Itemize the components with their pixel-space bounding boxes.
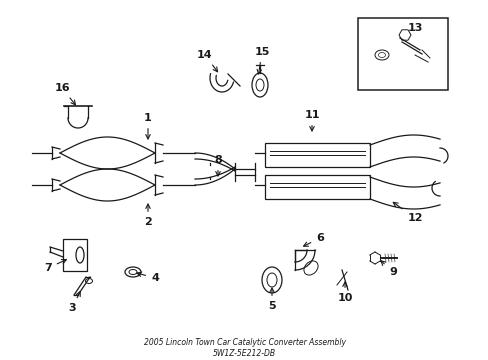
- Bar: [264, 143, 369, 167]
- Text: 5: 5: [267, 288, 275, 311]
- Text: 8: 8: [214, 155, 222, 176]
- Text: 2: 2: [144, 204, 152, 227]
- Text: 1: 1: [144, 113, 152, 139]
- Text: 6: 6: [303, 233, 323, 246]
- Text: 9: 9: [380, 261, 396, 277]
- Text: 14: 14: [197, 50, 217, 72]
- Text: 4: 4: [137, 272, 159, 283]
- Bar: [264, 175, 369, 199]
- Text: 7: 7: [44, 260, 66, 273]
- Bar: [63, 239, 87, 271]
- Text: 11: 11: [304, 110, 319, 131]
- Bar: [357, 18, 447, 90]
- Text: 10: 10: [337, 282, 352, 303]
- Text: 15: 15: [254, 47, 269, 74]
- Text: 12: 12: [392, 202, 422, 223]
- Text: 13: 13: [407, 23, 422, 33]
- Text: 3: 3: [68, 292, 80, 313]
- Text: 16: 16: [54, 83, 75, 105]
- Text: 2005 Lincoln Town Car Catalytic Converter Assembly
5W1Z-5E212-DB: 2005 Lincoln Town Car Catalytic Converte…: [143, 338, 345, 358]
